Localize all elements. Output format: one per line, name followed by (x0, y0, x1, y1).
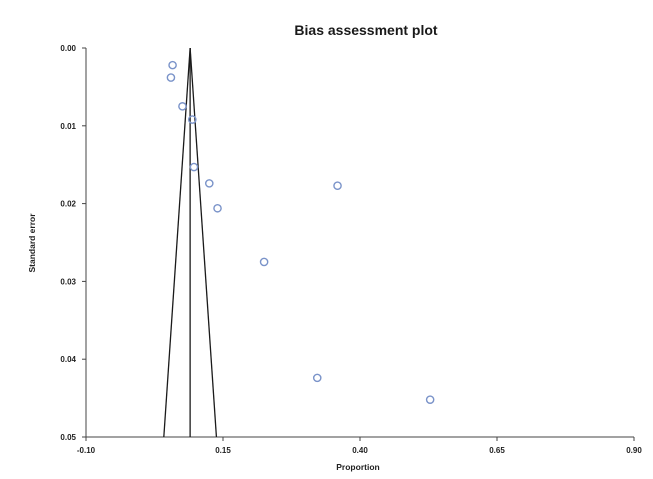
data-point (312, 373, 322, 383)
data-point (178, 102, 187, 111)
axes: -0.10 0.15 0.40 0.65 0.90 0.00 0.01 0.02 0.03 0.0… (60, 44, 642, 455)
data-point (204, 179, 214, 188)
funnel-right-line (189, 47, 218, 438)
data-point (213, 203, 222, 213)
chart-title: Bias assessment plot (294, 22, 438, 38)
data-point (259, 257, 269, 267)
y-tick-label: 0.01 (60, 122, 76, 131)
data-point (333, 181, 342, 191)
y-tick-label: 0.00 (60, 44, 76, 53)
x-tick-label: 0.40 (352, 446, 368, 455)
data-point (189, 162, 199, 172)
y-tick-label: 0.04 (60, 355, 76, 364)
x-tick-label: 0.90 (626, 446, 642, 455)
x-axis-label: Proportion (336, 462, 379, 472)
x-tick-label: -0.10 (77, 446, 96, 455)
y-tick-label: 0.05 (60, 433, 76, 442)
data-points (166, 60, 435, 404)
data-point (168, 60, 177, 70)
x-tick-label: 0.15 (215, 446, 231, 455)
y-axis-label: Standard error (27, 213, 37, 273)
y-tick-label: 0.02 (60, 200, 76, 209)
data-point (166, 73, 176, 82)
x-tick-label: 0.65 (489, 446, 505, 455)
y-tick-label: 0.03 (60, 277, 76, 286)
data-point (188, 115, 197, 124)
data-point (425, 395, 435, 404)
funnel-left-line (163, 47, 191, 438)
funnel-lines (163, 47, 218, 438)
